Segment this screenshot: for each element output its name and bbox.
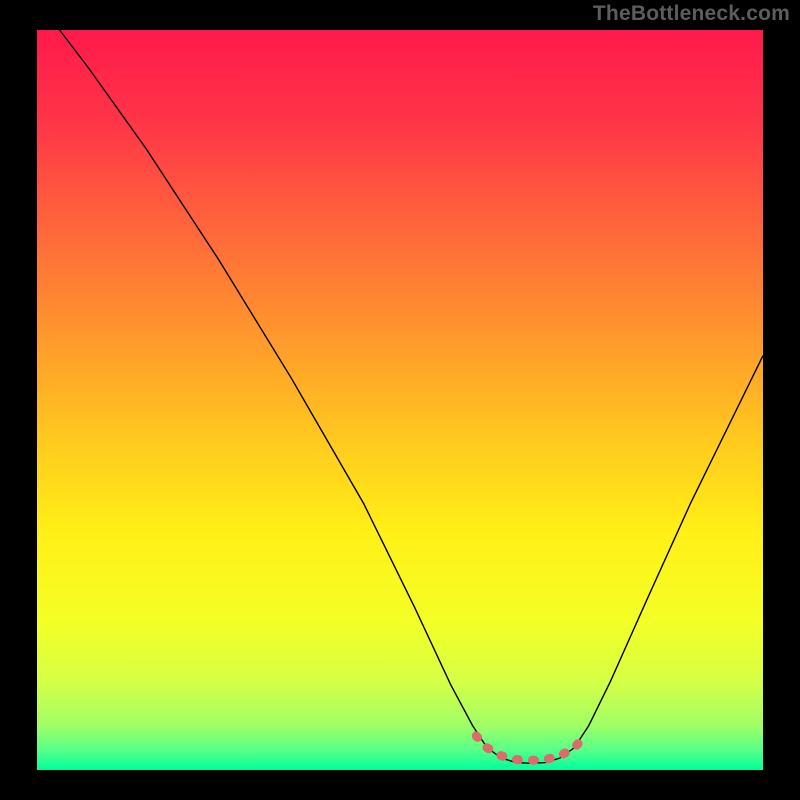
bottleneck-curve-chart (0, 0, 800, 800)
chart-container: TheBottleneck.com (0, 0, 800, 800)
attribution-text: TheBottleneck.com (593, 2, 790, 26)
plot-gradient-background (37, 30, 763, 770)
